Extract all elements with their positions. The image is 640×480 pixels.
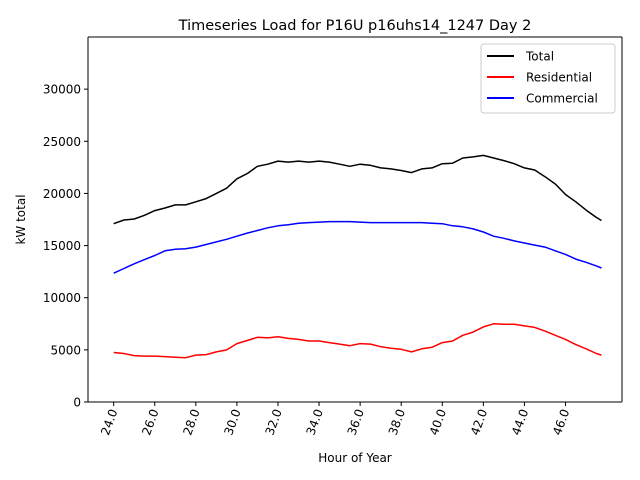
y-axis-label: kW total — [14, 194, 28, 244]
axes-spines — [87, 36, 623, 403]
y-tick-label: 10000 — [43, 291, 81, 305]
y-tick-label: 15000 — [43, 239, 81, 253]
legend-frame — [480, 43, 616, 114]
y-tick-label: 25000 — [43, 135, 81, 149]
series-line-total — [113, 154, 602, 225]
y-axis-ticks: 0 5000 10000 15000 20000 25000 30000 — [43, 83, 88, 410]
y-tick-label: 20000 — [43, 187, 81, 201]
legend: Total Residential Commercial — [480, 43, 616, 114]
series-lines — [113, 154, 602, 359]
series-line-residential — [113, 323, 602, 359]
series-line-commercial — [113, 220, 602, 274]
legend-label-commercial: Commercial — [526, 92, 598, 106]
chart-title: Timeseries Load for P16U p16uhs14_1247 D… — [178, 18, 532, 34]
x-axis-label: Hour of Year — [318, 451, 392, 465]
legend-label-residential: Residential — [526, 71, 592, 85]
y-tick-label: 5000 — [50, 343, 81, 357]
legend-label-total: Total — [525, 50, 554, 64]
y-tick-label: 30000 — [43, 83, 81, 97]
y-tick-label: 0 — [73, 396, 81, 410]
